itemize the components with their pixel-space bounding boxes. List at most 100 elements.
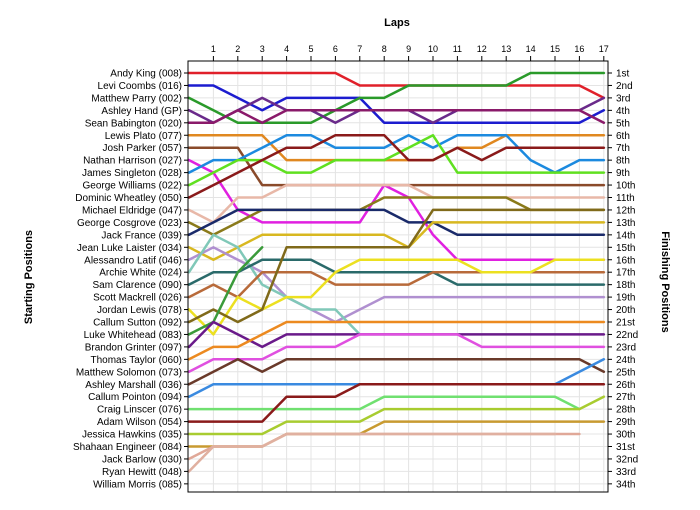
lap-tick-label: 3 [260, 44, 265, 54]
start-driver-label: Michael Eldridge (047) [82, 205, 182, 216]
finish-position-label: 30th [616, 430, 635, 441]
series-line-10 [187, 134, 606, 187]
series-line-17 [187, 233, 362, 336]
start-driver-label: Jack France (039) [101, 230, 182, 241]
series-line-11 [187, 134, 606, 199]
start-driver-label: Sean Babington (020) [85, 118, 182, 129]
lap-tick-label: 11 [453, 44, 462, 54]
series-line-24 [187, 320, 606, 361]
finish-position-label: 28th [616, 405, 635, 416]
series-line-15 [187, 221, 606, 262]
start-driver-label: Jack Barlow (030) [102, 454, 182, 465]
start-driver-label: Luke Whitehead (083) [84, 330, 182, 341]
start-driver-label: Sam Clarence (090) [93, 280, 182, 291]
series-lines [187, 71, 606, 473]
series-line-28 [187, 395, 581, 411]
finish-position-label: 6th [616, 131, 630, 142]
start-driver-label: William Morris (085) [93, 479, 182, 490]
lap-ticks: 1 2 3 4 5 6 7 8 9 10 11 12 13 14 15 16 17 [211, 44, 609, 61]
start-driver-label: Callum Sutton (092) [93, 318, 182, 329]
lap-tick-label: 4 [284, 44, 289, 54]
start-driver-label: Andy King (008) [110, 69, 182, 80]
series-line-14 [187, 208, 606, 237]
start-driver-label: Scott Mackrell (026) [93, 293, 182, 304]
start-driver-label: Dominic Wheatley (050) [75, 193, 182, 204]
start-driver-label: Shahaan Engineer (084) [73, 442, 182, 453]
start-driver-label: Matthew Solomon (073) [76, 367, 182, 378]
finish-position-label: 34th [616, 479, 635, 490]
start-driver-label: Nathan Harrison (027) [83, 156, 182, 167]
finish-position-label: 31st [616, 442, 635, 453]
start-driver-label: Jordan Lewis (078) [97, 305, 182, 316]
plot-frame [187, 60, 609, 493]
lap-tick-label: 15 [550, 44, 560, 54]
lap-tick-label: 8 [382, 44, 387, 54]
start-driver-label: Levi Coombs (016) [98, 81, 182, 92]
finish-position-label: 15th [616, 243, 635, 254]
lap-tick-label: 2 [235, 44, 240, 54]
chart-title: Laps [384, 17, 410, 29]
finish-position-label: 10th [616, 181, 635, 192]
series-line-2 [187, 84, 606, 125]
finish-position-label: 29th [616, 417, 635, 428]
lap-tick-label: 13 [501, 44, 511, 54]
finish-position-label: 25th [616, 367, 635, 378]
start-driver-label: Archie White (024) [99, 268, 182, 279]
plot-border [187, 60, 609, 493]
finish-position-label: 9th [616, 168, 630, 179]
series-line-6 [187, 134, 606, 162]
finish-position-label: 22nd [616, 330, 638, 341]
start-driver-label: Matthew Parry (002) [91, 93, 182, 104]
lap-tick-label: 9 [406, 44, 411, 54]
finish-position-label: 18th [616, 280, 635, 291]
y-axis-label-right: Finishing Positions [659, 231, 671, 332]
series-line-8 [187, 158, 606, 262]
finish-position-label: 26th [616, 380, 635, 391]
series-line-12 [187, 183, 606, 224]
lap-tick-label: 14 [526, 44, 536, 54]
finish-position-label: 1st [616, 69, 630, 80]
series-line-26 [187, 358, 606, 386]
series-line-9 [187, 134, 606, 174]
lap-tick-label: 5 [308, 44, 313, 54]
series-line-18 [187, 258, 606, 286]
finish-position-label: 21st [616, 318, 635, 329]
start-driver-label: James Singleton (028) [82, 168, 182, 179]
start-driver-label: Craig Linscer (076) [97, 405, 182, 416]
finish-position-label: 7th [616, 143, 630, 154]
lap-tick-label: 1 [211, 44, 216, 54]
finish-position-label: 8th [616, 156, 630, 167]
start-driver-label: Adam Wilson (054) [97, 417, 182, 428]
series-line-19 [187, 270, 606, 299]
finish-position-label: 5th [616, 118, 630, 129]
series-line-16 [187, 246, 606, 324]
lap-tick-label: 6 [333, 44, 338, 54]
series-line-3 [187, 71, 606, 125]
start-driver-label: George Williams (022) [83, 181, 182, 192]
start-driver-label: Josh Parker (057) [103, 143, 182, 154]
finish-position-label: 13th [616, 218, 635, 229]
series-line-20 [187, 258, 606, 336]
starting-position-labels: Andy King (008)Levi Coombs (016)Matthew … [73, 69, 188, 490]
finish-position-label: 16th [616, 255, 635, 266]
series-line-5 [187, 109, 606, 125]
series-line-1 [187, 71, 606, 100]
lap-tick-label: 12 [477, 44, 487, 54]
start-driver-label: Ryan Hewitt (048) [102, 467, 182, 478]
series-line-33 [187, 432, 557, 473]
lap-tick-label: 7 [357, 44, 362, 54]
finish-position-label: 12th [616, 205, 635, 216]
start-driver-label: George Cosgrove (023) [77, 218, 182, 229]
finish-position-label: 20th [616, 305, 635, 316]
lap-tick-label: 16 [574, 44, 584, 54]
finish-position-label: 3rd [616, 93, 630, 104]
series-line-22 [187, 246, 264, 336]
lap-tick-label: 17 [599, 44, 609, 54]
start-driver-label: Callum Pointon (094) [88, 392, 182, 403]
series-line-21 [187, 208, 606, 324]
start-driver-label: Lewis Plato (077) [105, 131, 182, 142]
finish-position-label: 2nd [616, 81, 633, 92]
lap-tick-label: 10 [428, 44, 438, 54]
finish-position-label: 23rd [616, 342, 636, 353]
